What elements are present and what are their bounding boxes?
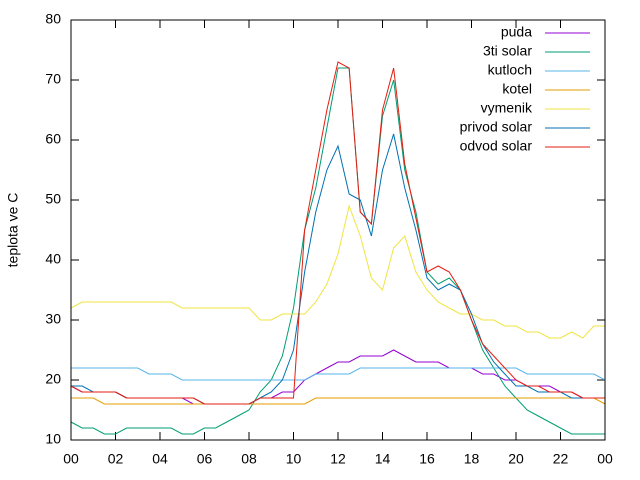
x-tick-label: 16 — [419, 451, 435, 467]
x-tick-label: 12 — [330, 451, 346, 467]
series-line — [70, 204, 605, 339]
x-tick-label: 14 — [375, 451, 391, 467]
x-tick-label: 08 — [241, 451, 257, 467]
legend-label: puda — [501, 24, 532, 40]
y-tick-label: 30 — [45, 311, 61, 327]
y-tick-label: 20 — [45, 371, 61, 387]
x-tick-label: 00 — [63, 451, 79, 467]
series-line — [71, 367, 606, 381]
x-tick-label: 20 — [508, 451, 524, 467]
y-tick-label: 70 — [45, 71, 61, 87]
y-tick-label: 40 — [45, 251, 61, 267]
y-tick-label: 50 — [45, 191, 61, 207]
y-tick-label: 10 — [45, 431, 61, 447]
x-tick-label: 04 — [152, 451, 168, 467]
legend-label: privod solar — [460, 119, 533, 135]
y-tick-label: 60 — [45, 131, 61, 147]
x-tick-label: 00 — [597, 451, 613, 467]
series-line — [71, 397, 606, 405]
legend-label: vymenik — [481, 100, 533, 116]
series-line — [70, 61, 605, 405]
legend-label: kutloch — [488, 62, 532, 78]
x-tick-label: 02 — [108, 451, 124, 467]
legend-label: odvod solar — [460, 138, 533, 154]
plot-frame — [70, 19, 606, 441]
x-tick-label: 22 — [553, 451, 569, 467]
y-tick-label: 80 — [45, 11, 61, 27]
legend-label: kotel — [502, 81, 532, 97]
legend-label: 3ti solar — [483, 43, 532, 59]
x-tick-label: 18 — [464, 451, 480, 467]
y-axis-label: teplota ve C — [5, 193, 21, 268]
x-tick-label: 10 — [286, 451, 302, 467]
x-tick-label: 06 — [197, 451, 213, 467]
